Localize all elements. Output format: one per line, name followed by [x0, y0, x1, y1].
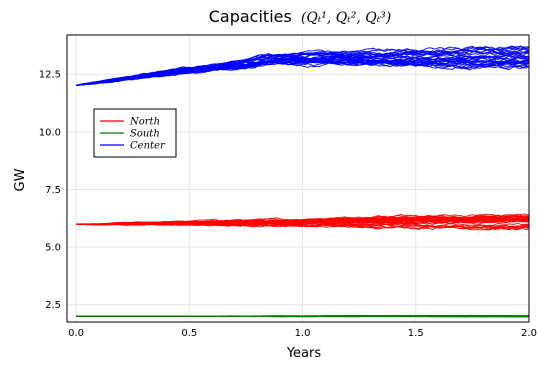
x-tick-label: 1.0 — [295, 328, 311, 339]
x-tick-label: 2.0 — [521, 328, 537, 339]
y-tick-labels: 2.5 5.0 7.5 10.0 12.5 — [39, 70, 61, 312]
x-tick-label: 1.5 — [408, 328, 424, 339]
chart-title-math: (Qₜ¹, Qₜ², Qₜ³) — [301, 10, 391, 26]
x-axis-title: Years — [286, 346, 322, 361]
legend-label: North — [129, 117, 160, 128]
y-tick-label: 12.5 — [39, 70, 61, 81]
x-tick-label: 0.5 — [181, 328, 197, 339]
y-axis-title: GW — [13, 168, 28, 191]
y-tick-label: 5.0 — [45, 243, 61, 254]
chart-title: Capacities (Qₜ¹, Qₜ², Qₜ³) — [209, 7, 392, 26]
legend-label: South — [130, 129, 160, 140]
legend-label: Center — [130, 141, 166, 152]
x-tick-labels: 0.0 0.5 1.0 1.5 2.0 — [68, 328, 537, 339]
y-tick-label: 2.5 — [45, 300, 61, 311]
x-tick-label: 0.0 — [68, 328, 84, 339]
y-tick-label: 10.0 — [39, 127, 61, 138]
y-tick-label: 7.5 — [45, 185, 61, 196]
